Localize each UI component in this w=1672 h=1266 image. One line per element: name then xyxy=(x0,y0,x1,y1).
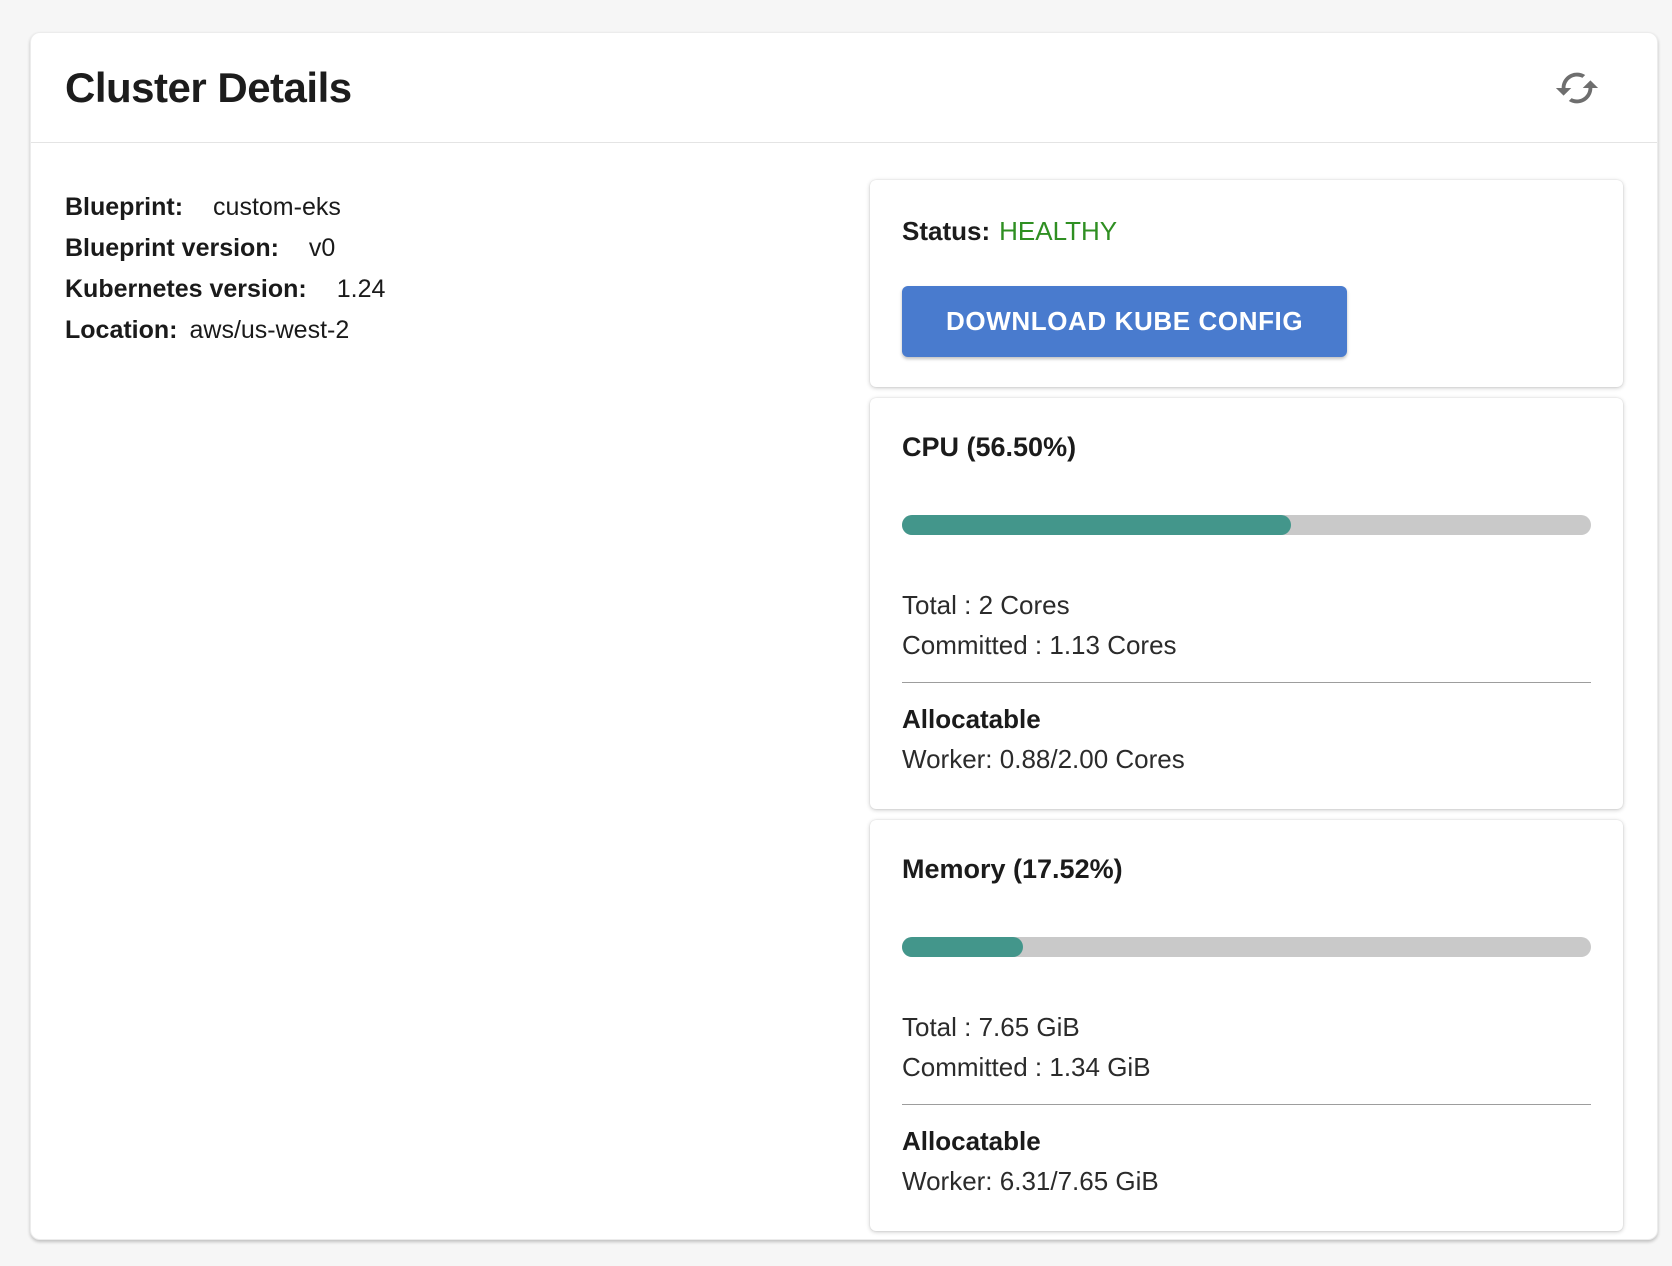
memory-progress-fill xyxy=(902,937,1023,957)
cpu-committed: Committed : 1.13 Cores xyxy=(902,630,1177,660)
location-label: Location: xyxy=(65,316,178,344)
cpu-allocatable-label: Allocatable xyxy=(902,704,1041,734)
blueprint-label: Blueprint: xyxy=(65,193,184,221)
detail-row-location: Location: aws/us-west-2 xyxy=(65,310,870,351)
status-label: Status: xyxy=(902,216,991,246)
cpu-worker-allocatable: Worker: 0.88/2.00 Cores xyxy=(902,744,1185,774)
cpu-progress-fill xyxy=(902,515,1292,535)
memory-committed: Committed : 1.34 GiB xyxy=(902,1052,1151,1082)
panel-body: Blueprint: custom-eks Blueprint version: v… xyxy=(31,143,1657,1231)
kubernetes-version-value: 1.24 xyxy=(336,275,386,303)
status-line: Status: HEALTHY xyxy=(902,216,1591,247)
page-title: Cluster Details xyxy=(65,63,352,111)
refresh-button[interactable] xyxy=(1551,62,1603,114)
blueprint-value: custom-eks xyxy=(213,193,341,221)
blueprint-version-label: Blueprint version: xyxy=(65,234,279,262)
cpu-progress-track xyxy=(902,515,1591,535)
refresh-icon xyxy=(1555,72,1599,103)
detail-row-blueprint: Blueprint: custom-eks xyxy=(65,187,870,228)
cluster-info-list: Blueprint: custom-eks Blueprint version: v… xyxy=(65,180,870,1231)
cpu-title: CPU (56.50%) xyxy=(902,432,1077,462)
panel-header: Cluster Details xyxy=(31,33,1657,143)
status-value: HEALTHY xyxy=(999,216,1118,246)
memory-allocatable-label: Allocatable xyxy=(902,1126,1041,1156)
memory-metrics: Total : 7.65 GiB Committed : 1.34 GiB Al… xyxy=(902,1007,1591,1201)
status-card: Status: HEALTHY DOWNLOAD KUBE CONFIG xyxy=(870,180,1623,387)
detail-row-blueprint-version: Blueprint version: v0 xyxy=(65,228,870,269)
kubernetes-version-label: Kubernetes version: xyxy=(65,275,307,303)
cpu-card-divider xyxy=(902,682,1591,683)
memory-card-divider xyxy=(902,1104,1591,1105)
blueprint-version-value: v0 xyxy=(308,234,336,262)
memory-progress-track xyxy=(902,937,1591,957)
location-value: aws/us-west-2 xyxy=(189,316,350,344)
cpu-total: Total : 2 Cores xyxy=(902,590,1070,620)
memory-worker-allocatable: Worker: 6.31/7.65 GiB xyxy=(902,1166,1159,1196)
download-kube-config-button[interactable]: DOWNLOAD KUBE CONFIG xyxy=(902,286,1348,357)
memory-title: Memory (17.52%) xyxy=(902,854,1123,884)
cpu-metrics: Total : 2 Cores Committed : 1.13 Cores A… xyxy=(902,585,1591,779)
cluster-details-panel: Cluster Details Blueprint: custom-eks Blu… xyxy=(30,32,1658,1240)
memory-card: Memory (17.52%) Total : 7.65 GiB Committ… xyxy=(870,820,1623,1231)
detail-row-kubernetes-version: Kubernetes version: 1.24 xyxy=(65,269,870,310)
cpu-card: CPU (56.50%) Total : 2 Cores Committed :… xyxy=(870,398,1623,809)
metrics-column: Status: HEALTHY DOWNLOAD KUBE CONFIG CPU … xyxy=(870,180,1623,1231)
memory-total: Total : 7.65 GiB xyxy=(902,1012,1080,1042)
